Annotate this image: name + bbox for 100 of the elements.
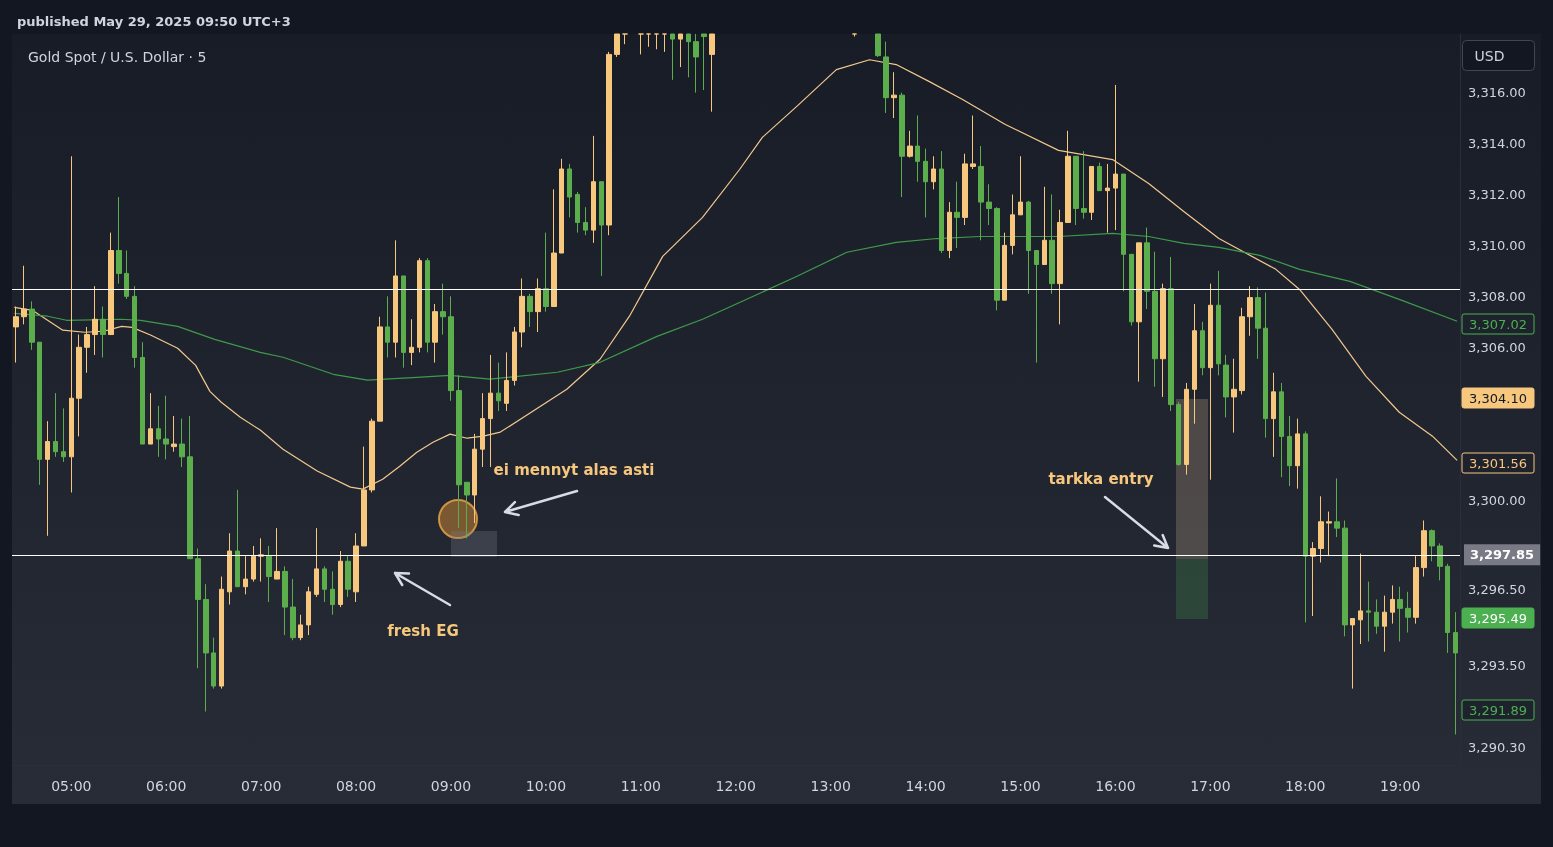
candlestick [1445, 563, 1450, 654]
candlestick [1390, 584, 1395, 625]
candlestick [559, 158, 564, 254]
candlestick [1310, 541, 1316, 617]
candlestick [662, 33, 667, 53]
candlestick [891, 71, 897, 119]
candlestick [361, 446, 367, 547]
candlestick [1342, 519, 1348, 637]
x-tick-label: 07:00 [240, 778, 282, 794]
annotation: fresh EG [387, 622, 459, 640]
candlestick [266, 545, 272, 603]
candlestick [417, 257, 422, 353]
candlestick [456, 374, 462, 529]
text: 3,295.49 [1469, 610, 1527, 626]
candlestick [353, 532, 359, 603]
candlestick [591, 135, 596, 244]
y-tick-label: 3,316.00 [1468, 85, 1526, 101]
x-tick-label: 15:00 [1000, 778, 1041, 794]
candlestick [986, 183, 992, 226]
candlestick [1429, 528, 1435, 562]
candlestick [1065, 130, 1071, 223]
candlestick [575, 191, 580, 234]
candlestick [1184, 382, 1189, 476]
y-tick-label: 3,312.00 [1468, 186, 1526, 202]
candlestick [1144, 227, 1150, 310]
candlestick [1239, 307, 1245, 395]
candlestick [1247, 285, 1253, 337]
text: 3,301.56 [1469, 455, 1527, 471]
candlestick [1366, 581, 1371, 642]
candlestick [1279, 382, 1284, 478]
candlestick [1231, 358, 1237, 434]
candlestick [527, 293, 533, 328]
candlestick [875, 33, 881, 58]
candlestick [519, 278, 525, 348]
candlestick [1287, 415, 1292, 487]
candlestick [163, 395, 169, 460]
candlestick [480, 392, 485, 468]
candlestick [290, 578, 296, 641]
candlestick [1160, 283, 1166, 398]
candlestick [440, 283, 446, 336]
candlestick [1057, 209, 1063, 325]
text: USD [1474, 47, 1505, 64]
candlestick [488, 354, 493, 468]
candlestick [947, 201, 952, 259]
y-tick-label: 3,306.00 [1468, 339, 1526, 355]
candlestick [1295, 418, 1300, 490]
candlestick [567, 163, 572, 218]
candlestick [195, 548, 201, 669]
candlestick [1176, 401, 1181, 467]
candlestick [298, 614, 303, 641]
x-tick-label: 09:00 [430, 778, 472, 794]
candlestick [701, 33, 707, 91]
y-tick-label: 3,300.00 [1468, 492, 1526, 508]
candlestick [1421, 519, 1427, 578]
candlestick [69, 155, 74, 493]
candlestick [432, 303, 438, 364]
candlestick [954, 181, 960, 249]
candlestick [187, 415, 193, 560]
x-tick-label: 08:00 [335, 778, 377, 794]
candlestick [654, 33, 659, 50]
candlestick [1192, 303, 1197, 425]
candlestick [599, 181, 604, 277]
candlestick [1382, 595, 1387, 653]
candlestick [646, 33, 651, 48]
x-tick-label: 13:00 [810, 778, 851, 794]
candlestick [393, 239, 398, 358]
candlestick [1049, 193, 1055, 295]
candlestick [385, 295, 390, 358]
text: 3,291.89 [1469, 702, 1527, 718]
y-tick-label: 3,314.00 [1468, 136, 1526, 152]
candlestick [852, 33, 857, 38]
candlestick [401, 275, 406, 369]
candlestick [1152, 251, 1158, 388]
candlestick [962, 153, 968, 226]
x-tick-label: 11:00 [620, 778, 662, 794]
candlestick [931, 155, 936, 190]
candlestick [1263, 292, 1268, 439]
x-tick-label: 10:00 [525, 778, 567, 794]
candlestick [148, 392, 153, 445]
annotation: tarkka entry [1048, 470, 1154, 488]
candlestick [1413, 555, 1419, 625]
x-tick-label: 14:00 [905, 778, 946, 794]
candlestick [899, 92, 905, 198]
x-tick-label: 12:00 [715, 778, 756, 794]
candlestick [583, 206, 588, 236]
candlestick [116, 196, 122, 285]
candlestick [614, 33, 620, 58]
candlestick [670, 33, 675, 81]
candlestick [345, 555, 351, 598]
candlestick [1397, 586, 1403, 642]
candlestick [622, 33, 628, 45]
x-tick-label: 18:00 [1285, 778, 1326, 794]
candlestick [1089, 165, 1094, 221]
candlestick [330, 570, 335, 616]
candlestick [915, 115, 920, 183]
y-tick-label: 3,296.50 [1468, 581, 1526, 597]
candlestick [923, 148, 928, 218]
candlestick [464, 481, 470, 539]
x-tick-label: 17:00 [1190, 778, 1231, 794]
candlestick [235, 489, 240, 588]
